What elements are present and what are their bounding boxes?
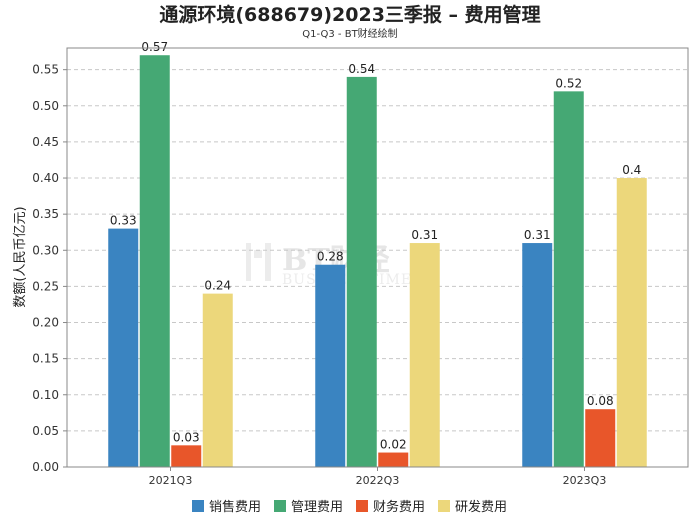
data-labels: 0.33 0.57 0.03 0.24 0.28 0.54 0.02 0.31 0.31 0.52… (110, 40, 641, 451)
legend-label: 管理费用 (291, 500, 343, 515)
data-label: 0.4 (622, 163, 641, 177)
data-label: 0.52 (555, 76, 582, 90)
bar (202, 293, 233, 467)
watermark-logo-bar-2 (265, 243, 271, 281)
y-tick-label: 0.20 (32, 316, 59, 330)
legend-swatch (274, 500, 286, 512)
bar (378, 452, 409, 467)
y-axis-ticks: 0.00 0.05 0.10 0.15 0.20 0.25 0.30 0.35 0.40 0.45… (32, 63, 67, 474)
bar (108, 228, 139, 467)
bar (315, 264, 346, 467)
bar (409, 243, 440, 467)
bar (346, 76, 377, 468)
gridlines (67, 69, 688, 432)
x-tick-label: 2021Q3 (149, 474, 193, 487)
data-label: 0.31 (524, 228, 551, 242)
watermark-logo-dot (254, 250, 262, 258)
data-label: 0.02 (380, 438, 407, 452)
data-label: 0.33 (110, 214, 137, 228)
plot-frame (66, 47, 689, 468)
legend-swatch (192, 500, 204, 512)
x-axis-ticks: 2021Q3 2022Q3 2023Q3 (149, 467, 607, 487)
data-label: 0.57 (141, 40, 168, 54)
bar (553, 91, 584, 468)
data-label: 0.08 (587, 394, 614, 408)
data-label: 0.28 (317, 250, 344, 264)
watermark-logo-bar (246, 243, 251, 281)
bar (616, 178, 647, 467)
chart-title: 通源环境(688679)2023三季报 – 费用管理 (159, 3, 540, 26)
chart-subtitle: Q1-Q3 - BT财经绘制 (302, 27, 397, 40)
legend-swatch (356, 500, 368, 512)
legend-label: 研发费用 (455, 499, 507, 515)
bars (108, 55, 647, 468)
y-tick-label: 0.25 (32, 279, 59, 293)
y-tick-label: 0.00 (32, 460, 59, 474)
y-tick-label: 0.35 (32, 207, 59, 221)
data-label: 0.54 (348, 62, 375, 76)
x-tick-label: 2023Q3 (563, 474, 607, 487)
data-label: 0.03 (173, 430, 200, 444)
legend-label: 销售费用 (209, 499, 261, 515)
y-tick-label: 0.05 (32, 424, 59, 438)
y-tick-label: 0.55 (32, 63, 59, 77)
bar (139, 55, 170, 468)
legend-swatch (438, 500, 450, 512)
y-tick-label: 0.40 (32, 171, 59, 185)
y-tick-label: 0.45 (32, 135, 59, 149)
y-tick-label: 0.15 (32, 352, 59, 366)
legend: 销售费用 管理费用 财务费用 研发费用 (192, 499, 507, 515)
bar (585, 409, 616, 467)
bar (522, 243, 553, 467)
bar (171, 445, 202, 467)
y-axis-label: 数额(人民币亿元) (13, 206, 28, 307)
legend-label: 财务费用 (373, 499, 425, 515)
data-label: 0.31 (411, 228, 438, 242)
y-tick-label: 0.30 (32, 243, 59, 257)
data-label: 0.24 (204, 279, 231, 293)
y-tick-label: 0.10 (32, 388, 59, 402)
x-tick-label: 2022Q3 (356, 474, 400, 487)
y-tick-label: 0.50 (32, 99, 59, 113)
